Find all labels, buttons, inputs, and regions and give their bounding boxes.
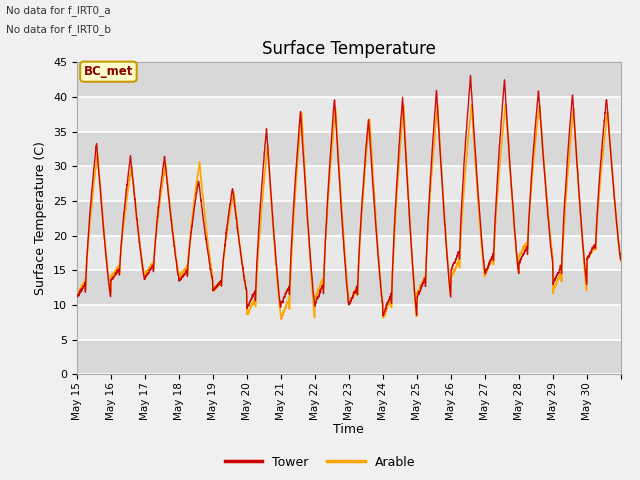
Bar xyxy=(77,132,621,167)
Bar xyxy=(77,167,621,201)
Text: BC_met: BC_met xyxy=(84,65,133,78)
Legend: Tower, Arable: Tower, Arable xyxy=(220,451,420,474)
Bar xyxy=(77,270,621,305)
Bar xyxy=(77,62,621,97)
Text: No data for f_IRT0_a: No data for f_IRT0_a xyxy=(6,5,111,16)
Bar xyxy=(77,236,621,270)
Bar xyxy=(77,201,621,236)
Bar xyxy=(77,97,621,132)
X-axis label: Time: Time xyxy=(333,423,364,436)
Title: Surface Temperature: Surface Temperature xyxy=(262,40,436,58)
Y-axis label: Surface Temperature (C): Surface Temperature (C) xyxy=(35,142,47,295)
Bar xyxy=(77,340,621,374)
Bar xyxy=(77,305,621,340)
Text: No data for f_IRT0_b: No data for f_IRT0_b xyxy=(6,24,111,35)
